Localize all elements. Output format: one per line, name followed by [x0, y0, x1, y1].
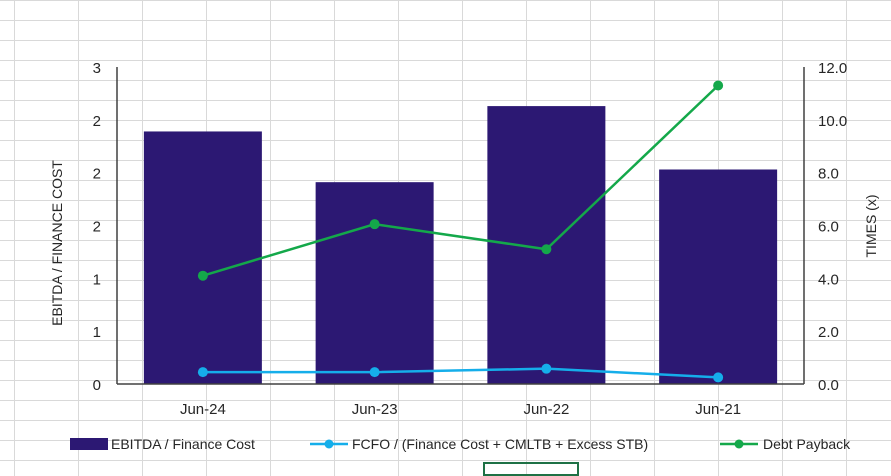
- left-tick-label: 3: [93, 60, 101, 77]
- left-tick-label: 2: [93, 219, 101, 236]
- data-point: [713, 372, 724, 383]
- data-point: [197, 367, 208, 378]
- data-point: [541, 244, 552, 255]
- right-tick-label: 12.0: [818, 60, 847, 77]
- x-axis-ticks: Jun-24 Jun-23 Jun-22 Jun-21: [180, 401, 741, 418]
- data-point: [541, 363, 552, 374]
- category-label: Jun-24: [180, 401, 226, 418]
- left-tick-label: 2: [93, 113, 101, 130]
- category-label: Jun-22: [523, 401, 569, 418]
- left-tick-label: 0: [93, 377, 101, 394]
- right-tick-label: 10.0: [818, 113, 847, 130]
- right-tick-label: 4.0: [818, 271, 839, 288]
- left-tick-label: 2: [93, 166, 101, 183]
- selected-cell[interactable]: [483, 462, 579, 476]
- series-line: [202, 84, 719, 277]
- legend: EBITDA / Finance Cost FCFO / (Finance Cos…: [70, 436, 851, 452]
- left-tick-label: 1: [93, 271, 101, 288]
- data-point: [369, 219, 380, 230]
- bar: [315, 182, 434, 384]
- data-point: [197, 270, 208, 281]
- legend-label: EBITDA / Finance Cost: [111, 436, 255, 452]
- bar-series: [143, 106, 778, 384]
- legend-swatch: [70, 438, 108, 450]
- data-point: [713, 80, 724, 91]
- left-axis-ticks: 0 1 1 2 2 2 3: [93, 60, 101, 394]
- line-series: [197, 80, 724, 383]
- category-label: Jun-23: [352, 401, 398, 418]
- axes: [116, 67, 805, 385]
- right-axis-ticks: 0.0 2.0 4.0 6.0 8.0 10.0 12.0: [818, 60, 847, 394]
- legend-marker: [324, 439, 334, 449]
- right-tick-label: 6.0: [818, 219, 839, 236]
- category-label: Jun-21: [695, 401, 741, 418]
- right-tick-label: 8.0: [818, 166, 839, 183]
- right-axis-label: TIMES (x): [863, 195, 879, 258]
- legend-marker: [734, 439, 744, 449]
- legend-label: Debt Payback: [763, 436, 851, 452]
- legend-label: FCFO / (Finance Cost + CMLTB + Excess ST…: [352, 436, 648, 452]
- right-tick-label: 2.0: [818, 324, 839, 341]
- left-tick-label: 1: [93, 324, 101, 341]
- series-line: [202, 367, 719, 379]
- right-tick-label: 0.0: [818, 377, 839, 394]
- bar: [659, 169, 778, 384]
- left-axis-label: EBITDA / FINANCE COST: [49, 160, 65, 326]
- bar: [143, 131, 262, 384]
- data-point: [369, 367, 380, 378]
